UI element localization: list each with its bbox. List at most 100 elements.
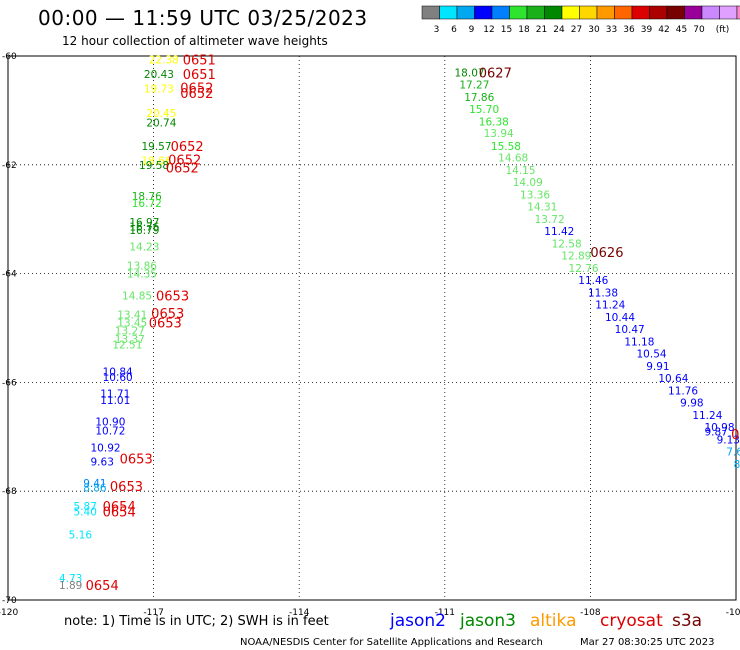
satellite-legend-entry: altika	[530, 611, 577, 631]
legend-swatch	[491, 5, 510, 20]
grid	[8, 56, 736, 600]
wave-height-label: 13.37	[115, 334, 145, 346]
legend-swatch	[684, 5, 703, 20]
legend-swatch	[421, 5, 440, 20]
pass-time-label: 0	[731, 428, 739, 443]
legend-label: 15	[501, 25, 512, 35]
legend-swatch	[544, 5, 563, 20]
wave-height-label: 18.07	[455, 67, 485, 79]
wave-height-label: 13.36	[520, 190, 550, 202]
legend-label: 6	[451, 25, 457, 35]
time-labels: 0651065106520652065206520652065306530653…	[86, 53, 740, 594]
x-tick-label: -108	[580, 608, 601, 618]
x-tick-label: -111	[435, 608, 455, 618]
wave-height-label: 13.27	[115, 326, 145, 338]
wave-height-label: 9.63	[91, 456, 114, 468]
wave-height-label: 14.31	[527, 202, 557, 214]
x-tick-label: -117	[143, 608, 163, 618]
wave-height-label: 9.98	[680, 398, 703, 410]
wave-height-label: 16.38	[479, 116, 509, 128]
satellite-legend: jason2 jason3 altika cryosat s3a	[389, 611, 702, 631]
x-tick-label: -105	[726, 608, 740, 618]
legend-swatch	[649, 5, 668, 20]
wave-height-label: 10.54	[637, 349, 667, 361]
wave-height-label: 11.01	[100, 395, 130, 407]
satellite-legend-entry: jason2	[389, 611, 446, 631]
pass-time-label: 0653	[120, 453, 153, 468]
y-tick-label: -64	[2, 270, 17, 280]
wave-height-label: 10.47	[615, 324, 645, 336]
wave-height-label: 5.87	[74, 501, 97, 513]
wave-height-label: 15.58	[491, 141, 521, 153]
wave-height-label: 16.72	[132, 198, 162, 210]
legend-swatch	[596, 5, 615, 20]
legend-label: 24	[553, 25, 565, 35]
wave-height-label: 19.73	[144, 84, 174, 96]
wave-height-label: 14.35	[127, 269, 157, 281]
pass-time-label: 0652	[180, 87, 213, 102]
wave-height-label: 12.51	[112, 339, 142, 351]
legend-swatch	[579, 5, 598, 20]
legend-label: 9	[469, 25, 475, 35]
axes: -120 -117 -114 -111 -108 -105 -60 -62 -64 -66 -68 -…	[0, 52, 740, 618]
wave-height-label: 20.43	[144, 69, 174, 81]
legend-swatch	[526, 5, 545, 20]
legend-label: 30	[588, 25, 600, 35]
wave-height-label: 17.86	[464, 92, 494, 104]
wave-height-label: 11.38	[588, 288, 618, 300]
wave-height-label: 11.24	[692, 410, 722, 422]
pass-time-label: 0653	[110, 480, 143, 495]
footer-timestamp: Mar 27 08:30:25 UTC 2023	[580, 637, 715, 648]
wave-height-label: 8.86	[83, 482, 107, 494]
wave-height-label: 9.41	[83, 478, 106, 490]
pass-time-label: 0654	[103, 500, 136, 515]
wave-height-label: 18.66	[141, 155, 171, 167]
wave-height-label: 9.87	[704, 426, 727, 438]
legend-label: 18	[518, 25, 530, 35]
legend-label: 27	[571, 25, 582, 35]
wave-height-label: 13.72	[535, 214, 565, 226]
legend-label: 70	[693, 25, 705, 35]
wave-height-label: 10.90	[95, 417, 125, 429]
wave-height-label: 12.58	[552, 239, 582, 251]
legend-swatch	[631, 5, 650, 20]
wave-height-label: 16.79	[129, 225, 159, 237]
y-tick-label: -62	[2, 161, 17, 171]
wave-height-label: 22.38	[149, 54, 179, 66]
wave-height-label: 10.84	[103, 367, 133, 379]
wave-height-label: 19.58	[139, 160, 169, 172]
y-tick-label: -66	[2, 378, 17, 388]
pass-time-label: 0653	[151, 307, 184, 322]
legend-label: 36	[623, 25, 635, 35]
pass-time-label: 0652	[180, 82, 213, 97]
y-tick-label: -60	[2, 52, 17, 62]
wave-height-label: 7.6	[726, 446, 740, 458]
pass-time-label: 0652	[171, 140, 204, 155]
satellite-legend-entry: jason3	[459, 611, 516, 631]
legend-swatch	[614, 5, 633, 20]
wave-height-label: 10.64	[658, 373, 688, 385]
pass-time-label: 0653	[149, 317, 182, 332]
wave-height-label: 5.40	[74, 506, 97, 518]
wave-height-label: 13.86	[127, 260, 157, 272]
legend-label: 33	[606, 25, 617, 35]
wave-height-label: 10.72	[95, 425, 125, 437]
legend-label: 21	[536, 25, 547, 35]
wave-height-label: 14.15	[505, 165, 535, 177]
wave-height-label: 14.09	[513, 177, 543, 189]
wave-height-label: 10.44	[605, 312, 635, 324]
wave-height-label: 10.98	[704, 422, 734, 434]
wave-height-label: 10.92	[91, 443, 121, 455]
wave-height-label: 10.60	[103, 372, 133, 384]
legend-label: 42	[658, 25, 669, 35]
wave-height-label: 17.27	[459, 79, 489, 91]
y-tick-label: -70	[2, 596, 17, 606]
wave-height-label: 16.76	[129, 221, 159, 233]
wave-height-label: 11.76	[668, 386, 698, 398]
wave-height-label: 11.24	[595, 300, 625, 312]
wave-height-label: 20.74	[146, 117, 176, 129]
legend-swatch	[456, 5, 475, 20]
pass-time-label: 0651	[183, 68, 216, 83]
